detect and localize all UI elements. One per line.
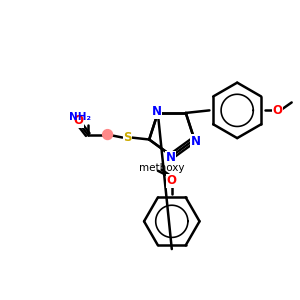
Text: N: N (190, 135, 200, 148)
Text: O: O (167, 174, 177, 187)
Text: S: S (123, 131, 132, 144)
Text: O: O (273, 104, 283, 117)
Text: methoxy: methoxy (139, 163, 184, 173)
Text: N: N (152, 105, 162, 119)
Text: NH₂: NH₂ (69, 112, 91, 122)
Text: N: N (166, 152, 176, 164)
Circle shape (103, 130, 112, 140)
Text: O: O (74, 114, 84, 127)
